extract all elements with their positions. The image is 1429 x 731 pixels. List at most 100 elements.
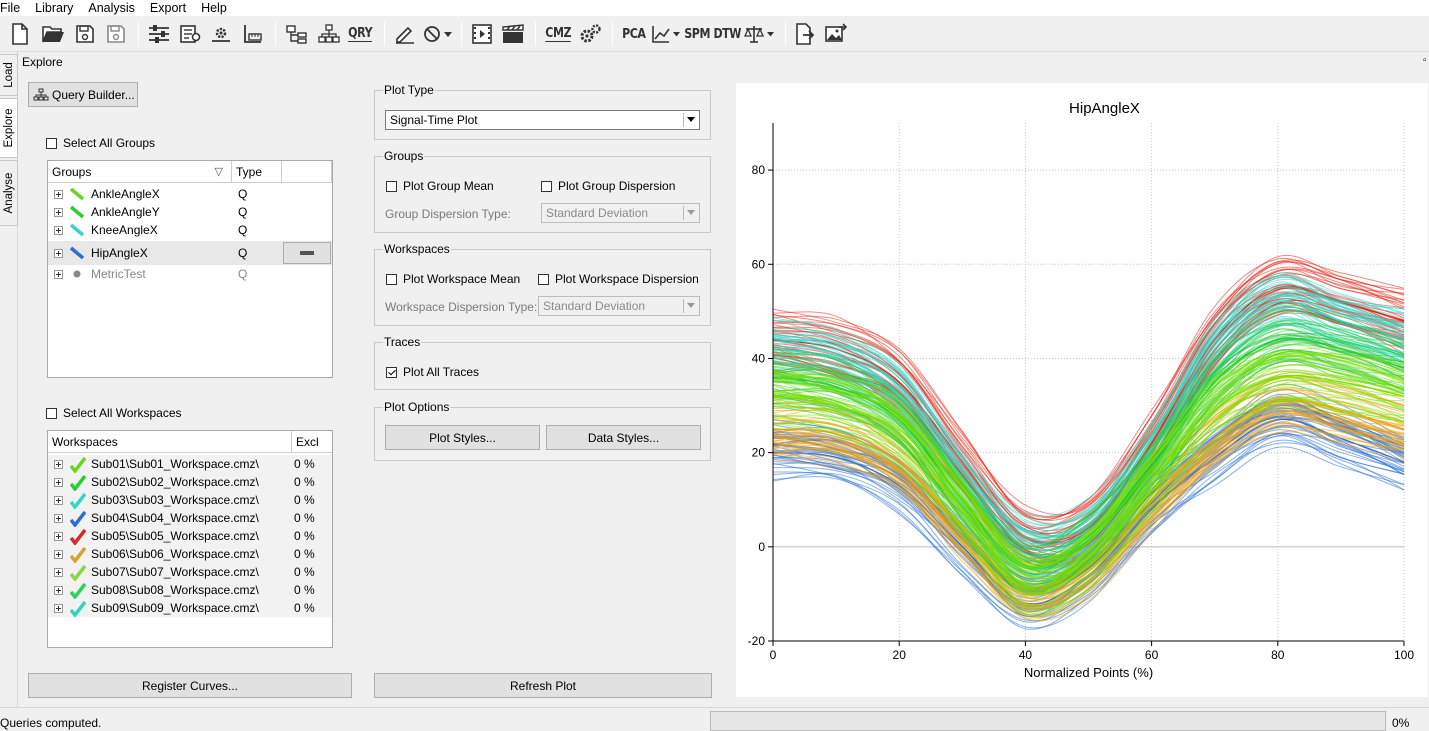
clapper-icon[interactable] [500,22,526,46]
export-icon[interactable] [793,22,817,46]
query-icon[interactable]: QRY [346,22,374,46]
plot-group-dispersion-checkbox[interactable]: Plot Group Dispersion [541,179,675,193]
check-icon [69,474,87,492]
hip-angle-chart[interactable]: 0 20 40 60 80 100 -20 0 20 40 60 80 HipAngleX Normali… [736,83,1428,697]
spm-label: SPM [684,26,710,42]
expand-icon[interactable] [54,207,63,217]
plot-workspace-mean-checkbox[interactable]: Plot Workspace Mean [386,272,520,286]
query-builder-button[interactable]: Query Builder... [28,82,138,107]
balance-icon[interactable] [743,22,777,46]
register-curves-button[interactable]: Register Curves... [28,673,352,698]
select-all-groups-checkbox[interactable]: Select All Groups [46,136,155,150]
plot-workspace-dispersion-checkbox[interactable]: Plot Workspace Dispersion [538,272,699,286]
checkbox-box[interactable] [386,180,397,192]
expand-icon[interactable] [54,248,63,258]
dtw-button[interactable]: DTW [713,22,741,46]
expand-icon[interactable] [54,549,63,559]
remove-group-button[interactable] [283,242,331,264]
group-row[interactable]: AnkleAngleX Q [48,185,332,203]
checkbox-box[interactable] [46,137,57,149]
group-row[interactable]: MetricTest Q [48,265,332,283]
tab-analyse[interactable]: Analyse [0,160,18,226]
expand-icon[interactable] [54,531,63,541]
sliders-icon[interactable] [147,22,171,46]
check-icon [69,582,87,600]
workspace-row[interactable]: Sub02\Sub02_Workspace.cmz\ 0 % [48,473,332,492]
tree-icon[interactable] [284,22,310,46]
gear-box-icon[interactable] [209,22,233,46]
groups-column-header[interactable]: Groups ▽ [48,161,232,183]
menu-file[interactable]: File [0,1,21,15]
image-export-icon[interactable] [823,22,849,46]
ruler-icon[interactable] [240,22,264,46]
plot-area[interactable]: 0 20 40 60 80 100 -20 0 20 40 60 80 HipAngleX Normali… [736,83,1428,697]
cmz-icon[interactable]: CMZ [543,22,573,46]
settings-file-icon[interactable] [178,22,202,46]
expand-icon[interactable] [54,225,63,235]
expand-icon[interactable] [54,567,63,577]
checkbox-box-checked[interactable] [386,366,397,378]
float-icon[interactable]: ▫ [1423,55,1427,66]
workspaces-column-header[interactable]: Workspaces [48,431,292,453]
pen-icon[interactable] [393,22,417,46]
workspace-row[interactable]: Sub01\Sub01_Workspace.cmz\ 0 % [48,455,332,474]
group-dispersion-type-select[interactable]: Standard Deviation [541,203,700,223]
expand-icon[interactable] [54,459,63,469]
trace-line [772,395,1405,611]
tab-explore[interactable]: Explore [0,98,18,158]
new-file-icon[interactable] [8,22,32,46]
group-row[interactable]: AnkleAngleY Q [48,203,332,221]
expand-icon[interactable] [54,189,63,199]
menu-library[interactable]: Library [35,1,74,15]
chart-line-icon[interactable] [650,22,682,46]
expand-icon[interactable] [54,477,63,487]
expand-icon[interactable] [54,495,63,505]
type-column-header[interactable]: Type [232,161,282,183]
data-styles-button[interactable]: Data Styles... [546,425,701,450]
save-icon[interactable] [73,22,97,46]
workspace-row[interactable]: Sub07\Sub07_Workspace.cmz\ 0 % [48,563,332,582]
film-icon[interactable] [469,22,495,46]
gears-icon[interactable] [577,22,603,46]
forbidden-icon[interactable] [421,22,455,46]
plot-type-select[interactable]: Signal-Time Plot [385,110,700,130]
workspace-row[interactable]: Sub05\Sub05_Workspace.cmz\ 0 % [48,527,332,546]
expand-icon[interactable] [54,269,63,279]
plot-styles-button[interactable]: Plot Styles... [385,425,540,450]
save-disabled-icon[interactable] [104,22,128,46]
workspace-row[interactable]: Sub04\Sub04_Workspace.cmz\ 0 % [48,509,332,528]
workspace-dispersion-type-select[interactable]: Standard Deviation [538,296,700,316]
network-icon[interactable] [316,22,342,46]
y-tick-label: -20 [748,634,766,648]
expand-icon[interactable] [54,513,63,523]
menu-help[interactable]: Help [201,1,227,15]
checkbox-box[interactable] [541,180,552,192]
plot-options-title: Plot Options [383,400,451,414]
spm-button[interactable]: SPM [683,22,711,46]
checkbox-box[interactable] [538,273,549,285]
extra-column-header[interactable] [282,161,332,183]
minus-icon [300,251,314,255]
refresh-plot-button[interactable]: Refresh Plot [374,673,712,698]
side-tab-bar: Load Explore Analyse [0,52,18,707]
plot-group-mean-checkbox[interactable]: Plot Group Mean [386,179,494,193]
workspace-row[interactable]: Sub03\Sub03_Workspace.cmz\ 0 % [48,491,332,510]
plot-all-traces-checkbox[interactable]: Plot All Traces [386,365,479,379]
tab-load[interactable]: Load [0,54,18,96]
workspace-row[interactable]: Sub08\Sub08_Workspace.cmz\ 0 % [48,581,332,600]
pca-button[interactable]: PCA [620,22,648,46]
group-row[interactable]: HipAngleX Q [48,241,332,265]
menu-export[interactable]: Export [149,1,187,15]
expand-icon[interactable] [54,585,63,595]
open-folder-icon[interactable] [40,22,66,46]
excl-column-header[interactable]: Excl [292,431,332,453]
group-row[interactable]: KneeAngleX Q [48,221,332,239]
workspace-row[interactable]: Sub09\Sub09_Workspace.cmz\ 0 % [48,599,332,618]
select-all-workspaces-checkbox[interactable]: Select All Workspaces [46,406,182,420]
workspace-row[interactable]: Sub06\Sub06_Workspace.cmz\ 0 % [48,545,332,564]
expand-icon[interactable] [54,603,63,613]
menu-analysis[interactable]: Analysis [88,1,135,15]
workspace-name: Sub04\Sub04_Workspace.cmz\ [91,511,259,525]
checkbox-box[interactable] [46,407,57,419]
checkbox-box[interactable] [386,273,397,285]
